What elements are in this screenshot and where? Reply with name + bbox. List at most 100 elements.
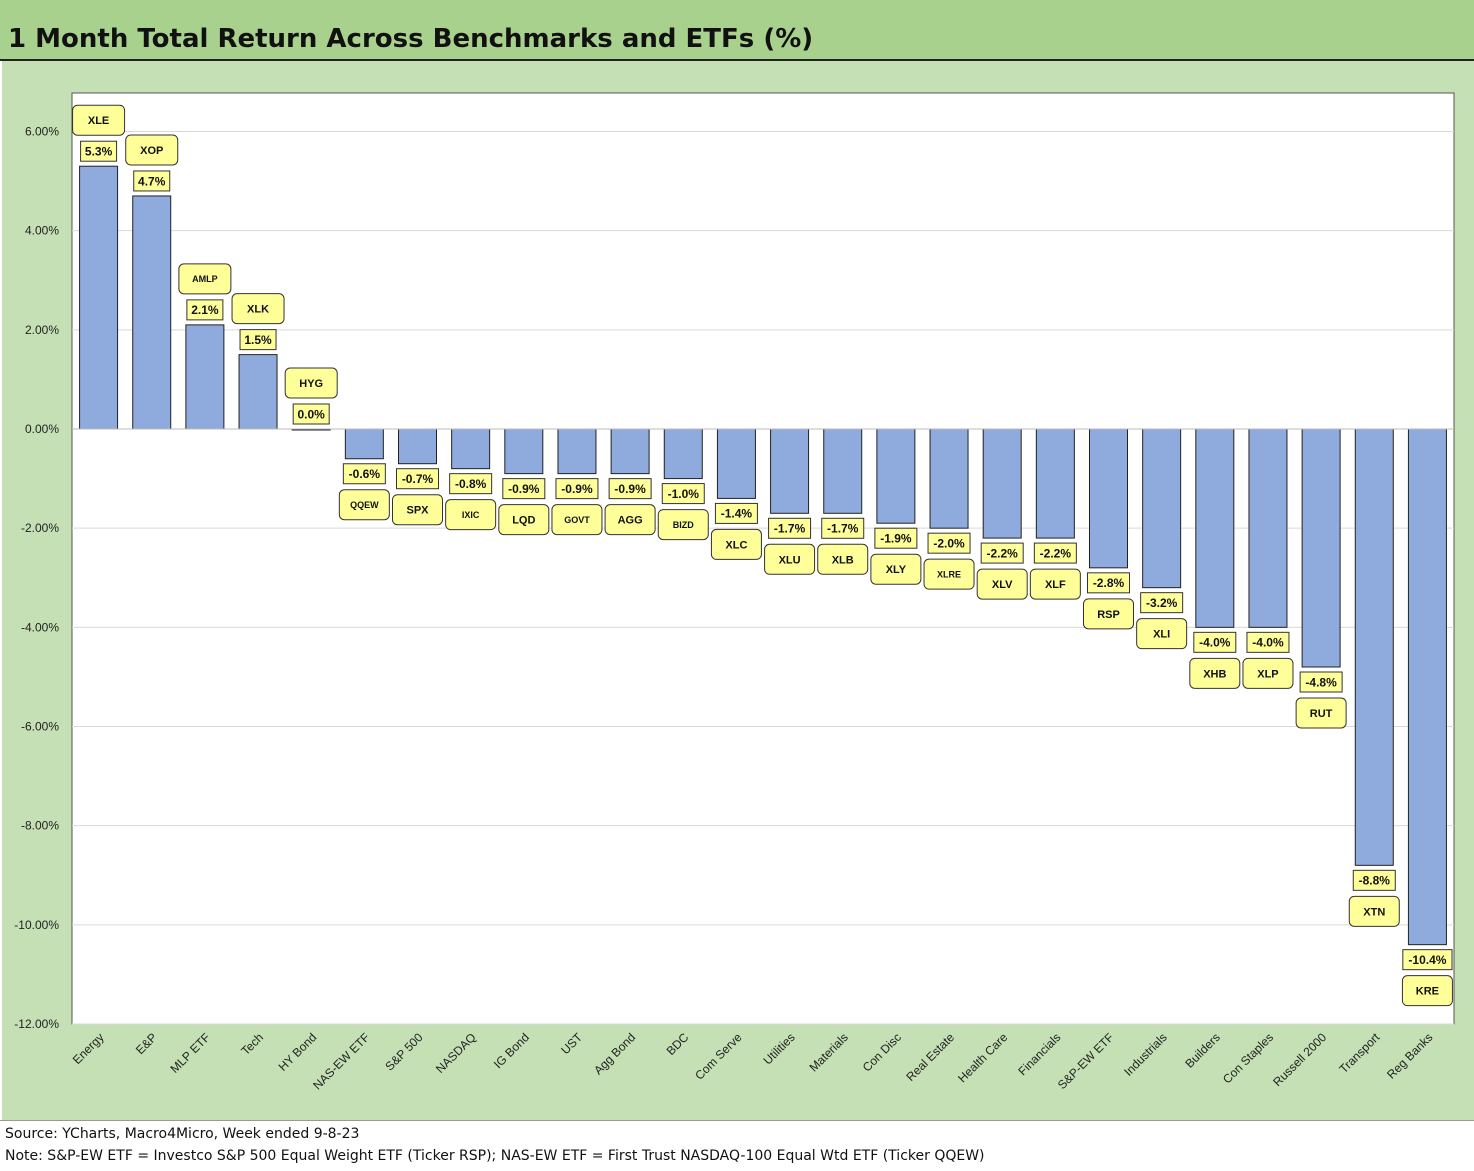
ticker-label-box <box>604 504 656 536</box>
bar <box>398 428 437 465</box>
value-label: 4.7% <box>138 174 166 188</box>
value-label: -3.2% <box>1146 596 1178 610</box>
ticker-label-box <box>125 134 179 166</box>
value-label-box <box>608 478 652 500</box>
y-tick-label: -12.00% <box>14 1017 59 1031</box>
y-tick-label: -10.00% <box>14 918 59 932</box>
bar <box>770 428 810 514</box>
value-label: -0.7% <box>402 472 434 486</box>
category-label: E&P <box>133 1030 160 1057</box>
value-label-box <box>874 527 918 549</box>
value-label: -4.0% <box>1199 636 1231 650</box>
source-note: Source: YCharts, Macro4Micro, Week ended… <box>5 1126 360 1142</box>
value-label-box <box>239 329 277 351</box>
value-label: -4.0% <box>1252 636 1284 650</box>
ticker-label: XLI <box>1153 629 1170 641</box>
value-label-box <box>1087 572 1130 594</box>
value-label: -2.2% <box>987 546 1019 560</box>
bar <box>451 428 491 470</box>
category-label: HY Bond <box>276 1030 320 1074</box>
value-label: -2.8% <box>1093 576 1125 590</box>
value-label: 1.5% <box>244 333 272 347</box>
notes-section: Source: YCharts, Macro4Micro, Week ended… <box>0 1120 1474 1171</box>
value-label: -1.4% <box>721 507 753 521</box>
ticker-label-box <box>817 543 869 575</box>
category-label: Reg Banks <box>1384 1030 1435 1081</box>
ticker-label-box <box>870 553 922 585</box>
bar <box>185 324 225 430</box>
value-label: 2.1% <box>191 303 219 317</box>
ticker-label-box <box>1401 975 1453 1007</box>
value-label: -0.9% <box>614 482 646 496</box>
bar <box>823 428 863 514</box>
ticker-label-box <box>1348 895 1400 927</box>
bar <box>557 428 597 475</box>
ticker-label: KRE <box>1416 986 1439 998</box>
bar <box>610 428 650 475</box>
ticker-label-box <box>445 499 497 531</box>
chart-area: 6.00% 4.00% 2.00% 0.00% -2.00% -4.00% -6.00% -8… <box>2 61 1474 1120</box>
bar-chart: 6.00% 4.00% 2.00% 0.00% -2.00% -4.00% -6.00% -8… <box>14 92 1455 1092</box>
ticker-label: LQD <box>512 515 535 527</box>
ticker-label: XLC <box>725 539 747 551</box>
category-label: Real Estate <box>903 1030 957 1084</box>
ticker-label-box <box>231 293 285 325</box>
bar <box>663 428 703 480</box>
ticker-label-box <box>710 528 762 560</box>
ticker-label: XLP <box>1257 668 1278 680</box>
value-label-box <box>396 468 439 490</box>
bar <box>504 428 544 475</box>
value-label-box <box>555 478 599 500</box>
bar <box>1248 428 1288 628</box>
value-label-box <box>714 502 758 524</box>
category-label: S&P-EW ETF <box>1055 1030 1117 1092</box>
value-label: -0.6% <box>349 467 381 481</box>
ticker-label-box <box>764 543 816 575</box>
category-label: Con Staples <box>1220 1030 1276 1086</box>
ticker-label: BIZD <box>673 520 694 530</box>
category-label: UST <box>558 1030 585 1057</box>
value-label-box <box>449 473 493 495</box>
category-label: Agg Bond <box>591 1030 638 1077</box>
value-label-box <box>80 140 118 162</box>
bar <box>132 195 172 430</box>
ticker-label: QQEW <box>350 500 379 510</box>
ticker-label-box <box>976 568 1028 600</box>
ticker-label: XLK <box>247 304 269 316</box>
y-tick-label: -6.00% <box>21 720 59 734</box>
ticker-label-box <box>338 489 390 521</box>
y-tick-label: 0.00% <box>25 422 59 436</box>
ticker-label: SPX <box>406 505 429 517</box>
category-label: MLP ETF <box>167 1030 213 1076</box>
y-tick-label: -8.00% <box>21 819 59 833</box>
ticker-label-box <box>1029 568 1081 600</box>
bar <box>1142 428 1182 589</box>
value-label-box <box>502 478 546 500</box>
ticker-label-box <box>1136 618 1188 650</box>
category-label: Builders <box>1182 1030 1223 1071</box>
value-label: -8.8% <box>1359 874 1391 888</box>
ticker-label-box <box>72 104 126 136</box>
ticker-label: XLE <box>88 115 109 127</box>
value-label-box <box>927 532 971 554</box>
bar <box>1089 428 1128 569</box>
category-label: NAS-EW ETF <box>310 1030 372 1092</box>
bar <box>1407 428 1447 946</box>
y-tick-label: -4.00% <box>21 620 59 634</box>
bar <box>929 428 969 529</box>
ticker-label: XLB <box>832 554 854 566</box>
value-label: 5.3% <box>85 145 113 159</box>
value-label: -0.9% <box>561 482 593 496</box>
value-label-box <box>1140 592 1184 614</box>
value-label-box <box>1352 869 1396 891</box>
category-label: S&P 500 <box>382 1030 425 1073</box>
value-label-box <box>1193 631 1237 653</box>
value-label-box <box>186 299 224 321</box>
bar <box>876 428 916 524</box>
ticker-label: XLY <box>886 564 907 576</box>
ticker-label: GOVT <box>564 515 590 525</box>
ticker-label-box <box>1295 697 1347 729</box>
ticker-label: RUT <box>1310 708 1333 720</box>
y-tick-label: 2.00% <box>25 323 59 337</box>
category-label: Materials <box>807 1030 851 1074</box>
